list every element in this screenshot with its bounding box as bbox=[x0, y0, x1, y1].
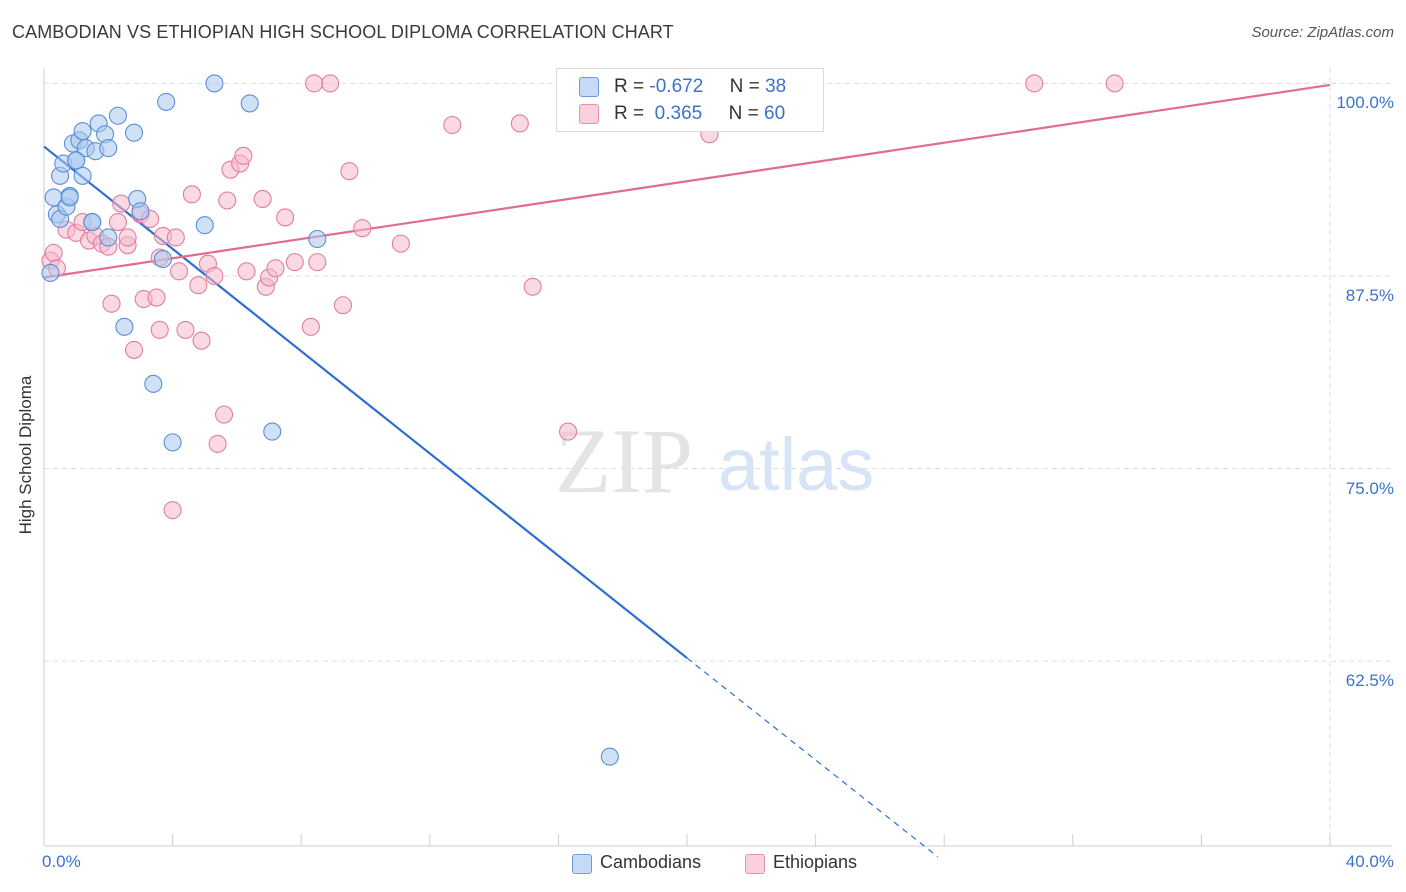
cambodian-point bbox=[99, 228, 118, 247]
ethiopian-point bbox=[112, 194, 131, 213]
ethiopian-point bbox=[305, 74, 324, 93]
ethiopian-point bbox=[391, 234, 410, 253]
ethiopian-point bbox=[118, 228, 137, 247]
ethiopian-point bbox=[124, 340, 144, 359]
ethiopian-point bbox=[192, 331, 211, 350]
ethiopian-point bbox=[163, 501, 182, 520]
cambodian-point bbox=[308, 229, 327, 249]
x-tick-label: 0.0% bbox=[42, 852, 81, 871]
legend-r-value: 0.365 bbox=[649, 103, 703, 124]
ethiopian-point bbox=[253, 189, 272, 209]
watermark-atlas: atlas bbox=[718, 423, 874, 506]
ethiopian-point bbox=[147, 288, 166, 307]
ethiopian-trend-line bbox=[43, 83, 1331, 279]
ethiopian-point bbox=[266, 259, 285, 278]
ethiopian-point bbox=[218, 191, 237, 210]
ethiopian-point bbox=[166, 228, 185, 247]
ethiopian-point bbox=[443, 115, 462, 135]
legend-label-ethiopians: Ethiopians bbox=[773, 852, 858, 872]
cambodian-point bbox=[144, 374, 163, 393]
cambodian-point bbox=[600, 747, 619, 766]
y-tick-label: 87.5% bbox=[1345, 285, 1394, 305]
ethiopian-point bbox=[558, 422, 578, 441]
ethiopian-point bbox=[510, 114, 529, 133]
legend-r-label: R = bbox=[614, 103, 645, 124]
source-label: Source: ZipAtlas.com bbox=[1251, 24, 1394, 41]
axes bbox=[43, 68, 1392, 847]
legend-n-value: 60 bbox=[764, 103, 786, 124]
ethiopian-point bbox=[321, 74, 340, 93]
ethiopian-point bbox=[176, 320, 195, 339]
cambodian-point bbox=[124, 123, 144, 142]
ethiopian-point bbox=[205, 266, 224, 286]
legend-swatch-ethiopians bbox=[745, 854, 765, 874]
cambodian-point bbox=[73, 166, 92, 185]
cambodian-trend-line bbox=[43, 145, 688, 659]
cambodian-point bbox=[108, 106, 127, 125]
cambodian-point bbox=[41, 263, 60, 282]
ethiopian-point bbox=[353, 219, 372, 238]
cambodian-point bbox=[163, 433, 182, 452]
stats-legend: R = -0.672 N = 38 R = 0.365 N = 60 bbox=[556, 68, 824, 132]
cambodian-point bbox=[195, 216, 214, 235]
cambodian-point bbox=[99, 139, 118, 158]
ethiopian-point bbox=[234, 146, 253, 165]
legend-n-value: 38 bbox=[765, 76, 787, 97]
legend-label-cambodians: Cambodians bbox=[600, 852, 702, 872]
watermark-zip: ZIP bbox=[555, 410, 693, 512]
ethiopian-point bbox=[523, 277, 542, 296]
cambodian-point bbox=[205, 74, 224, 93]
cambodian-point bbox=[157, 92, 176, 111]
legend-swatch-ethiopians bbox=[579, 104, 599, 124]
legend-swatch-cambodians bbox=[572, 854, 592, 874]
y-tick-label: 100.0% bbox=[1336, 93, 1394, 113]
cambodian-point bbox=[73, 122, 92, 141]
x-tick-label: 40.0% bbox=[1345, 852, 1394, 871]
ethiopian-point bbox=[1025, 74, 1044, 93]
cambodian-trend-extension bbox=[686, 657, 939, 858]
ethiopian-point bbox=[237, 262, 256, 281]
cambodian-point bbox=[263, 422, 282, 441]
ethiopian-point bbox=[340, 162, 359, 181]
legend-r-value: -0.672 bbox=[649, 76, 704, 97]
cambodian-point bbox=[67, 151, 86, 170]
ethiopian-point bbox=[276, 208, 295, 227]
cambodian-point bbox=[153, 249, 173, 269]
ethiopian-point bbox=[189, 276, 208, 295]
legend-r-label: R = bbox=[614, 76, 645, 97]
ethiopian-point bbox=[150, 320, 169, 339]
ethiopian-point bbox=[214, 405, 234, 424]
ethiopian-point bbox=[285, 253, 304, 272]
chart-title: CAMBODIAN VS ETHIOPIAN HIGH SCHOOL DIPLO… bbox=[12, 22, 674, 42]
cambodian-point bbox=[83, 213, 102, 232]
ethiopian-point bbox=[333, 296, 353, 315]
cambodian-point bbox=[240, 94, 259, 113]
ethiopian-point bbox=[102, 294, 121, 313]
legend-n-label: N = bbox=[728, 103, 759, 124]
cambodian-point bbox=[115, 317, 134, 336]
ethiopian-point bbox=[44, 243, 63, 262]
ethiopian-point bbox=[108, 213, 127, 232]
data-points bbox=[41, 74, 1124, 766]
cambodian-point bbox=[60, 188, 79, 207]
ethiopian-point bbox=[182, 185, 201, 204]
cambodian-point bbox=[131, 202, 150, 221]
legend-swatch-cambodians bbox=[579, 77, 599, 97]
ethiopian-point bbox=[301, 317, 320, 336]
trend-lines bbox=[43, 83, 1331, 858]
ethiopian-point bbox=[208, 434, 227, 453]
y-axis-label: High School Diploma bbox=[16, 375, 35, 535]
ethiopian-point bbox=[1105, 74, 1124, 93]
gridlines bbox=[44, 68, 1392, 846]
y-tick-label: 62.5% bbox=[1345, 671, 1394, 691]
ethiopian-point bbox=[169, 262, 189, 281]
ethiopian-point bbox=[308, 253, 327, 272]
y-tick-label: 75.0% bbox=[1345, 478, 1394, 498]
legend-n-label: N = bbox=[729, 76, 760, 97]
